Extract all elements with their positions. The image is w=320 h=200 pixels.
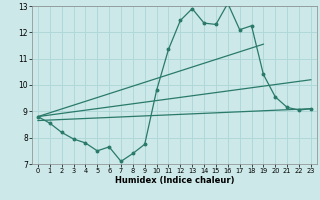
X-axis label: Humidex (Indice chaleur): Humidex (Indice chaleur) (115, 176, 234, 185)
